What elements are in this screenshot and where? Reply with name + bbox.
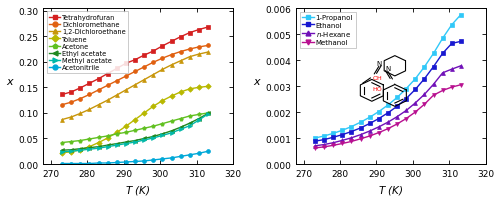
$n$-Hexane: [385, 121, 391, 124]
Ethanol: [385, 112, 391, 115]
Line: Ethanol: Ethanol: [313, 40, 463, 143]
Methanol: [330, 144, 336, 147]
Methanol: [376, 132, 382, 134]
Methanol: [440, 90, 446, 92]
$n$-Hexane: [412, 102, 418, 105]
$n$-Hexane: [422, 94, 428, 96]
Ethanol: [340, 134, 345, 136]
Ethanol: [422, 78, 428, 81]
Methanol: [430, 95, 436, 97]
$n$-Hexane: [394, 116, 400, 118]
Methanol: [449, 86, 455, 89]
$n$-Hexane: [376, 126, 382, 128]
Ethanol: [403, 98, 409, 100]
Methanol: [412, 111, 418, 114]
Ethanol: [412, 89, 418, 91]
1-Propanol: [340, 129, 345, 132]
Y-axis label: $x$: $x$: [252, 77, 262, 87]
$n$-Hexane: [449, 69, 455, 71]
Legend: 1-Propanol, Ethanol, $n$-Hexane, Methanol: 1-Propanol, Ethanol, $n$-Hexane, Methano…: [300, 13, 356, 49]
X-axis label: $T$ (K): $T$ (K): [378, 184, 404, 197]
Ethanol: [394, 106, 400, 108]
Methanol: [394, 123, 400, 126]
Text: OH: OH: [372, 76, 382, 81]
$n$-Hexane: [312, 145, 318, 147]
$n$-Hexane: [458, 65, 464, 68]
$n$-Hexane: [321, 144, 327, 146]
Ethanol: [430, 66, 436, 68]
Ethanol: [366, 123, 372, 125]
Methanol: [340, 143, 345, 145]
Text: N: N: [376, 61, 382, 67]
$n$-Hexane: [340, 139, 345, 142]
1-Propanol: [358, 121, 364, 124]
1-Propanol: [430, 53, 436, 55]
Methanol: [312, 147, 318, 149]
Y-axis label: $x$: $x$: [6, 77, 15, 87]
$n$-Hexane: [440, 72, 446, 75]
Ethanol: [358, 127, 364, 129]
Text: N: N: [385, 66, 390, 72]
$n$-Hexane: [430, 84, 436, 86]
Legend: Tetrahydrofuran, Dichloromethane, 1,2-Dichloroethane, Toluene, Acetone, Ethyl ac: Tetrahydrofuran, Dichloromethane, 1,2-Di…: [46, 12, 128, 74]
$n$-Hexane: [403, 110, 409, 112]
Methanol: [403, 118, 409, 120]
Line: 1-Propanol: 1-Propanol: [313, 14, 463, 140]
Ethanol: [312, 140, 318, 143]
Ethanol: [376, 118, 382, 120]
1-Propanol: [403, 88, 409, 90]
Ethanol: [458, 41, 464, 43]
Methanol: [385, 128, 391, 130]
X-axis label: $T$ (K): $T$ (K): [126, 184, 151, 197]
Methanol: [422, 103, 428, 106]
$n$-Hexane: [366, 130, 372, 133]
Methanol: [366, 135, 372, 138]
1-Propanol: [321, 135, 327, 138]
Ethanol: [321, 139, 327, 141]
1-Propanol: [449, 24, 455, 27]
1-Propanol: [330, 133, 336, 135]
Line: Methanol: Methanol: [313, 83, 463, 150]
Line: $n$-Hexane: $n$-Hexane: [313, 64, 463, 148]
$n$-Hexane: [348, 137, 354, 139]
Methanol: [358, 138, 364, 140]
1-Propanol: [366, 116, 372, 119]
Ethanol: [449, 43, 455, 45]
Methanol: [458, 84, 464, 86]
1-Propanol: [422, 66, 428, 69]
$n$-Hexane: [358, 134, 364, 136]
1-Propanol: [376, 111, 382, 113]
1-Propanol: [394, 97, 400, 99]
Ethanol: [348, 131, 354, 133]
1-Propanol: [385, 104, 391, 107]
1-Propanol: [348, 126, 354, 128]
Text: HO: HO: [373, 86, 382, 92]
$n$-Hexane: [330, 142, 336, 144]
1-Propanol: [440, 38, 446, 40]
Ethanol: [440, 53, 446, 55]
Methanol: [348, 141, 354, 143]
1-Propanol: [312, 137, 318, 140]
Methanol: [321, 146, 327, 148]
1-Propanol: [458, 14, 464, 17]
Ethanol: [330, 136, 336, 139]
1-Propanol: [412, 78, 418, 81]
